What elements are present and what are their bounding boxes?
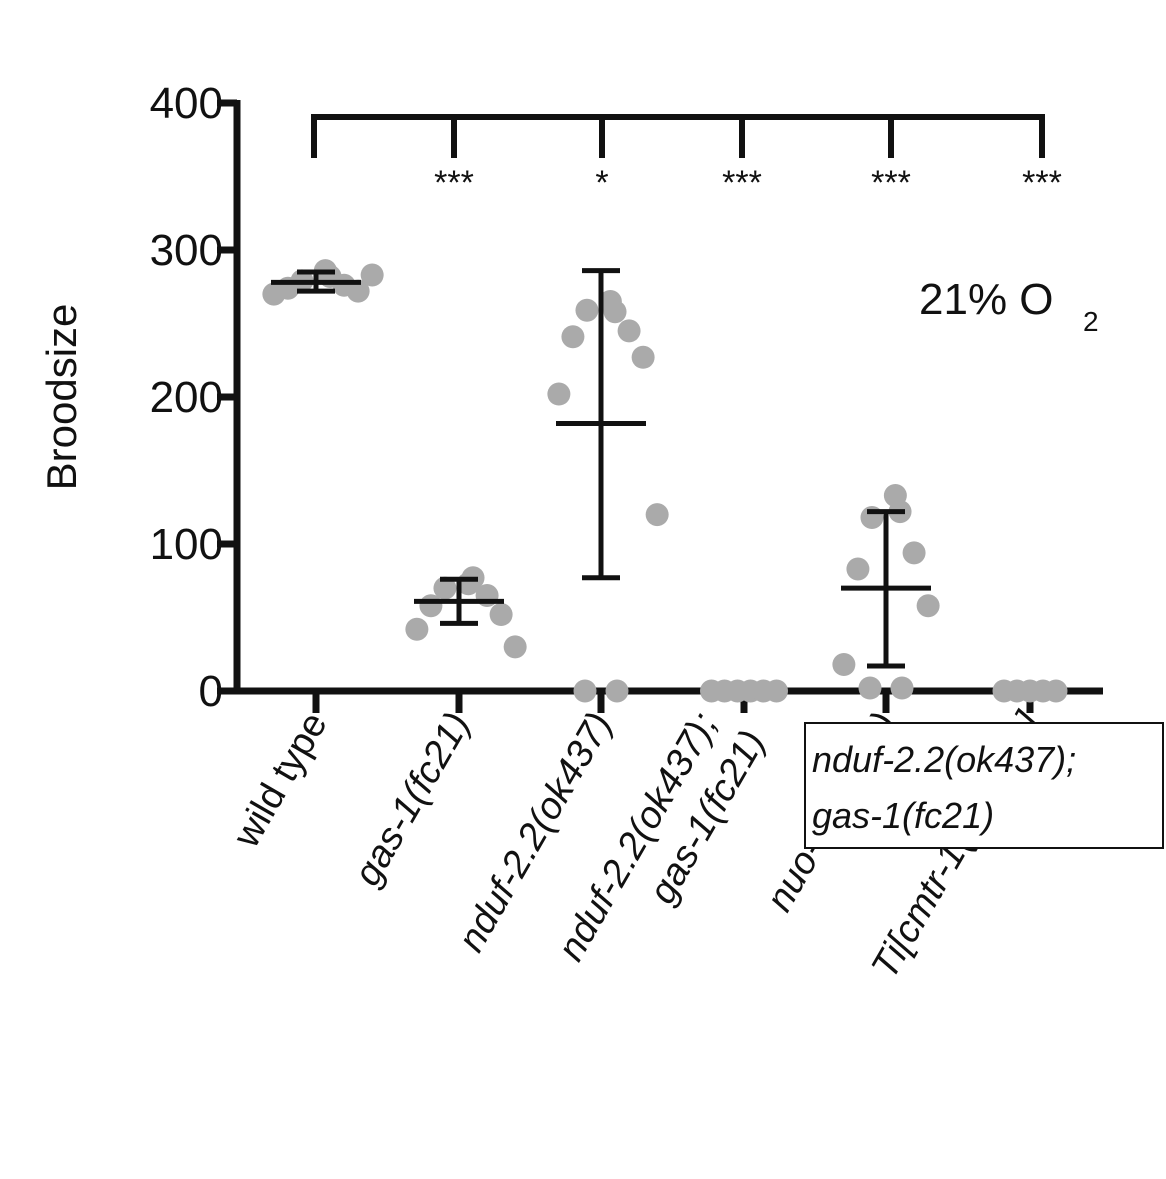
data-point: [765, 679, 788, 703]
data-point: [645, 503, 669, 527]
data-point: [575, 298, 599, 322]
y-tick-label: 400: [150, 79, 223, 128]
category-label: wild type: [225, 706, 336, 856]
data-point: [405, 617, 429, 641]
data-point: [433, 576, 457, 600]
y-tick-label: 0: [199, 667, 223, 716]
annotation-line: gas-1(fc21): [812, 795, 994, 836]
axes: 0 100 200 300 400: [150, 79, 1103, 716]
significance-label: ***: [871, 164, 911, 202]
annotation-box: [804, 722, 1164, 849]
significance-label: ***: [434, 164, 474, 202]
condition-label: 21% O: [919, 275, 1054, 324]
data-point: [846, 557, 870, 581]
data-point: [360, 263, 384, 287]
annotation-line: nduf-2.2(ok437);: [812, 739, 1076, 780]
data-point: [346, 279, 370, 303]
data-point: [603, 300, 627, 324]
data-point: [916, 594, 940, 618]
data-point: [832, 653, 856, 677]
data-point: [1044, 679, 1068, 703]
data-marks: [262, 114, 1068, 703]
data-point: [890, 676, 914, 700]
y-tick-label: 300: [150, 226, 223, 275]
data-point: [617, 319, 641, 343]
data-point: [503, 635, 527, 659]
data-point: [547, 382, 571, 406]
condition-subscript: 2: [1083, 306, 1099, 337]
y-tick-label: 100: [150, 520, 223, 569]
data-point: [631, 345, 655, 369]
category-label: gas-1(fc21): [346, 706, 478, 893]
data-point: [489, 603, 513, 627]
data-point: [858, 676, 882, 700]
significance-label: *: [595, 164, 608, 202]
data-point: [605, 679, 629, 703]
data-point: [573, 679, 597, 703]
data-point: [419, 594, 443, 618]
significance-label: ***: [722, 164, 762, 202]
y-axis-title: Broodsize: [38, 304, 85, 491]
data-point: [561, 325, 585, 349]
y-tick-label: 200: [150, 373, 223, 422]
data-point: [262, 282, 286, 306]
significance-label: ***: [1022, 164, 1062, 202]
data-point: [902, 541, 926, 565]
